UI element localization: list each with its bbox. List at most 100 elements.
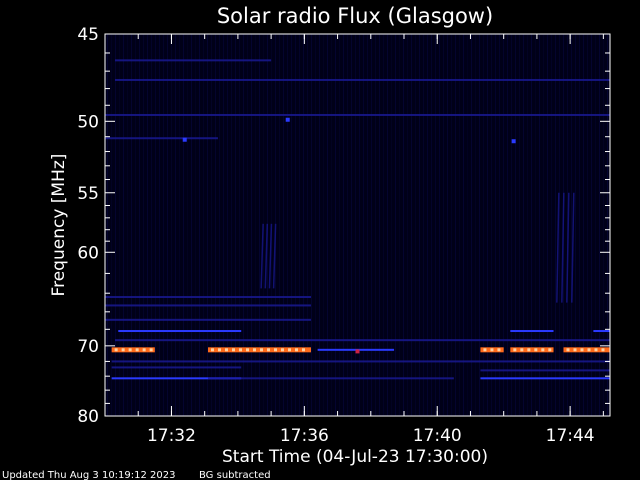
noise-stripe bbox=[363, 34, 364, 416]
interference-line bbox=[563, 347, 610, 353]
emission-peak bbox=[217, 348, 221, 352]
noise-stripe bbox=[223, 34, 224, 416]
interference-line bbox=[105, 296, 311, 299]
noise-stripe bbox=[387, 34, 388, 416]
noise-stripe bbox=[175, 34, 176, 416]
noise-stripe bbox=[287, 34, 288, 416]
interference-line bbox=[111, 347, 155, 353]
emission-peak bbox=[121, 348, 125, 352]
noise-stripe bbox=[131, 34, 132, 416]
noise-stripe bbox=[199, 34, 200, 416]
noise-stripe bbox=[311, 34, 312, 416]
y-tick-label: 50 bbox=[77, 112, 99, 132]
noise-stripe bbox=[427, 34, 428, 416]
axes: 17:32 17:36 17:40 17:44 45 50 55 60 70 80 bbox=[77, 25, 611, 446]
type-iii-burst bbox=[260, 223, 264, 289]
emission-peak bbox=[210, 348, 214, 352]
noise-stripe bbox=[191, 34, 192, 416]
x-axis-label: Start Time (04-Jul-23 17:30:00) bbox=[222, 447, 488, 467]
interference-line bbox=[111, 377, 242, 380]
noise-stripe bbox=[211, 34, 212, 416]
noise-stripe bbox=[195, 34, 196, 416]
noise-stripe bbox=[167, 34, 168, 416]
noise-stripe bbox=[107, 34, 108, 416]
noise-stripe bbox=[235, 34, 236, 416]
interference-line bbox=[114, 339, 610, 342]
noise-stripe bbox=[295, 34, 296, 416]
noise-stripe bbox=[503, 34, 504, 416]
noise-stripe bbox=[495, 34, 496, 416]
x-tick-label: 17:32 bbox=[147, 426, 196, 446]
emission-features bbox=[105, 59, 610, 380]
interference-line bbox=[111, 360, 610, 363]
y-tick-label: 80 bbox=[77, 407, 99, 427]
noise-stripe bbox=[335, 34, 336, 416]
type-iii-burst bbox=[571, 192, 575, 303]
noise-stripe bbox=[147, 34, 148, 416]
noise-stripe bbox=[343, 34, 344, 416]
noise-stripe bbox=[575, 34, 576, 416]
emission-spot bbox=[182, 137, 187, 142]
noise-stripe bbox=[507, 34, 508, 416]
noise-stripe bbox=[203, 34, 204, 416]
emission-peak bbox=[231, 348, 235, 352]
noise-stripe bbox=[459, 34, 460, 416]
noise-stripe bbox=[111, 34, 112, 416]
interference-line bbox=[480, 369, 610, 372]
noise-stripe bbox=[475, 34, 476, 416]
noise-stripe bbox=[151, 34, 152, 416]
emission-peak bbox=[483, 348, 487, 352]
emission-peak bbox=[128, 348, 132, 352]
emission-peak bbox=[497, 348, 501, 352]
noise-stripe bbox=[315, 34, 316, 416]
noise-stripe bbox=[523, 34, 524, 416]
emission-peak bbox=[566, 348, 570, 352]
noise-stripe bbox=[327, 34, 328, 416]
noise-stripe bbox=[555, 34, 556, 416]
emission-peak bbox=[280, 348, 284, 352]
noise-stripe bbox=[219, 34, 220, 416]
noise-stripe bbox=[463, 34, 464, 416]
updated-timestamp: Updated Thu Aug 3 10:19:12 2023 bbox=[2, 470, 176, 480]
noise-stripe bbox=[255, 34, 256, 416]
noise-stripe bbox=[171, 34, 172, 416]
noise-stripe bbox=[251, 34, 252, 416]
emission-peak bbox=[580, 348, 584, 352]
noise-stripe bbox=[511, 34, 512, 416]
noise-stripe bbox=[423, 34, 424, 416]
interference-line bbox=[510, 347, 554, 353]
type-iii-burst bbox=[268, 223, 273, 289]
noise-stripe bbox=[179, 34, 180, 416]
emission-peak bbox=[135, 348, 139, 352]
noise-stripe bbox=[127, 34, 128, 416]
noise-stripe bbox=[439, 34, 440, 416]
noise-stripe bbox=[207, 34, 208, 416]
noise-stripe bbox=[355, 34, 356, 416]
noise-stripe bbox=[551, 34, 552, 416]
noise-stripe bbox=[395, 34, 396, 416]
emission-peak bbox=[513, 348, 517, 352]
x-tick-label: 17:40 bbox=[413, 426, 462, 446]
noise-stripe bbox=[595, 34, 596, 416]
emission-peak bbox=[534, 348, 538, 352]
noise-stripe bbox=[303, 34, 304, 416]
noise-stripe bbox=[451, 34, 452, 416]
noise-stripe bbox=[515, 34, 516, 416]
emission-peak bbox=[245, 348, 249, 352]
noise-stripe bbox=[123, 34, 124, 416]
y-axis-label: Frequency [MHz] bbox=[49, 154, 69, 297]
noise-stripe bbox=[359, 34, 360, 416]
noise-stripe bbox=[607, 34, 608, 416]
noise-stripes bbox=[107, 34, 608, 416]
noise-stripe bbox=[579, 34, 580, 416]
noise-stripe bbox=[383, 34, 384, 416]
noise-stripe bbox=[499, 34, 500, 416]
interference-line bbox=[105, 113, 610, 116]
chart-title: Solar radio Flux (Glasgow) bbox=[217, 4, 493, 28]
y-tick-label: 45 bbox=[77, 25, 99, 45]
x-axis-ticks: 17:32 17:36 17:40 17:44 bbox=[104, 34, 604, 446]
type-iii-burst bbox=[561, 192, 565, 303]
x-tick-label: 17:44 bbox=[546, 426, 595, 446]
noise-stripe bbox=[411, 34, 412, 416]
noise-stripe bbox=[243, 34, 244, 416]
